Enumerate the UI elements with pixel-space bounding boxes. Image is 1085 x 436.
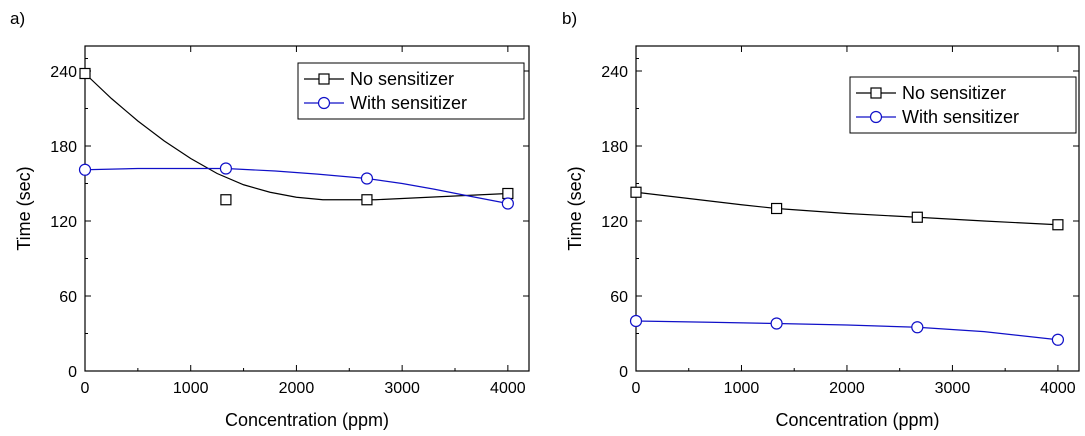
data-point	[911, 211, 923, 223]
data-point	[78, 163, 92, 176]
data-point	[770, 202, 783, 215]
legend-marker	[318, 73, 330, 85]
y-axis-label: Time (sec)	[14, 166, 34, 250]
series-line	[84, 73, 508, 201]
data-point	[361, 194, 373, 206]
plot-frame	[84, 45, 530, 372]
legend-label: With sensitizer	[350, 93, 467, 113]
legend-label: No sensitizer	[902, 83, 1006, 103]
y-tick-label: 0	[68, 364, 77, 381]
plot-frame	[635, 45, 1080, 372]
legend-label: No sensitizer	[350, 69, 454, 89]
y-tick-label: 120	[601, 214, 628, 231]
x-tick-label: 3000	[935, 380, 971, 397]
series-line	[635, 191, 1058, 226]
series-line	[635, 320, 1058, 341]
x-tick-label: 3000	[384, 380, 420, 397]
legend-box	[297, 62, 525, 120]
y-axis-label: Time (sec)	[565, 166, 585, 250]
x-tick-label: 1000	[724, 380, 760, 397]
y-tick-label: 240	[50, 64, 77, 81]
x-tick-label: 4000	[1040, 380, 1076, 397]
y-tick-label: 180	[50, 139, 77, 156]
y-tick-label: 60	[59, 289, 77, 306]
y-tick-label: 120	[50, 214, 77, 231]
legend-marker	[869, 110, 883, 124]
x-tick-label: 2000	[279, 380, 315, 397]
x-axis-label: Concentration (ppm)	[775, 410, 939, 430]
data-point	[219, 162, 233, 175]
data-point	[79, 67, 91, 80]
data-point	[630, 186, 642, 198]
data-point	[1052, 219, 1064, 231]
series-line	[84, 167, 508, 205]
legend-marker	[317, 96, 331, 110]
data-point	[220, 194, 232, 206]
x-tick-label: 4000	[490, 380, 526, 397]
x-tick-label: 0	[632, 380, 641, 397]
legend-label: With sensitizer	[902, 107, 1019, 127]
x-axis-label: Concentration (ppm)	[225, 410, 389, 430]
data-point	[770, 317, 783, 330]
data-point	[360, 172, 374, 185]
data-point	[502, 187, 514, 200]
y-tick-label: 180	[601, 139, 628, 156]
legend-marker	[870, 87, 882, 99]
x-tick-label: 0	[81, 380, 90, 397]
y-tick-label: 240	[601, 64, 628, 81]
x-tick-label: 2000	[829, 380, 865, 397]
chart-panel-b: b) 0 1000 2000 3000 4000 0 60 120 180 240 Concentra…	[562, 9, 1080, 430]
data-point	[629, 314, 643, 328]
data-point	[501, 197, 514, 210]
panel-label: a)	[10, 9, 25, 28]
y-tick-label: 0	[619, 364, 628, 381]
chart-panel-a: a) 0 1000 2000 3000 4000 0 60 120 180 240 Concentra…	[10, 9, 530, 430]
y-tick-label: 60	[610, 289, 628, 306]
legend-box	[849, 76, 1077, 134]
data-point	[911, 321, 924, 334]
x-tick-label: 1000	[173, 380, 209, 397]
data-point	[1051, 333, 1065, 346]
panel-label: b)	[562, 9, 577, 28]
